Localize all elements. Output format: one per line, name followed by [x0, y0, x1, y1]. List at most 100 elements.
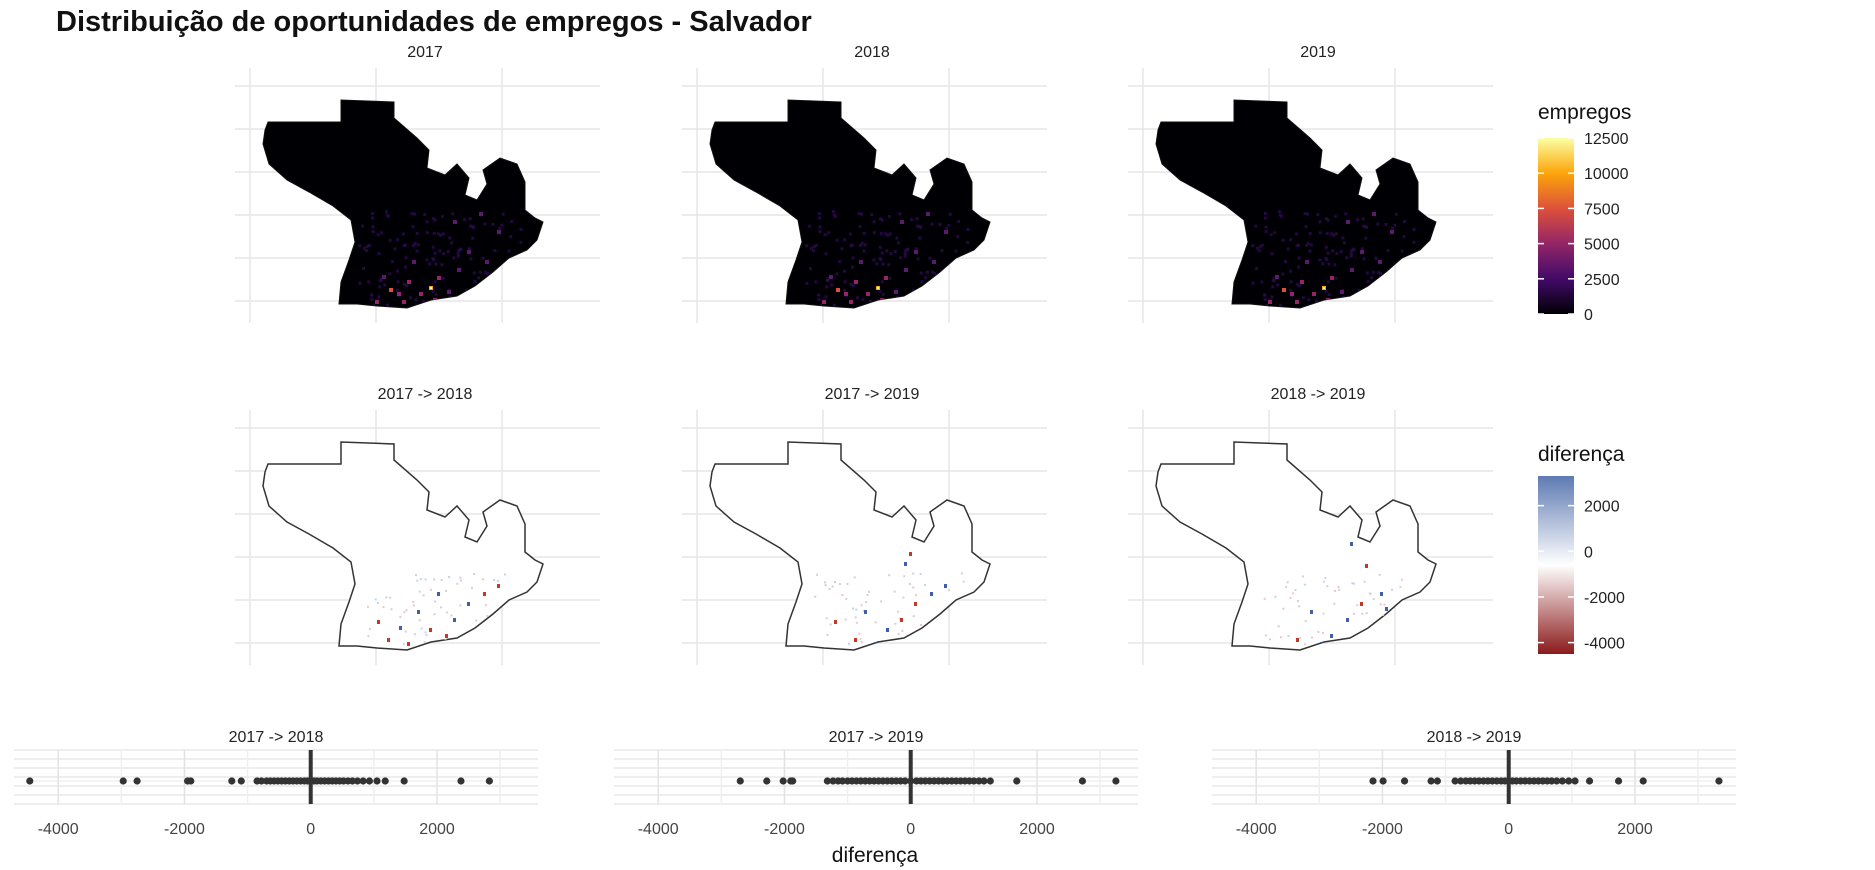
cell — [967, 267, 971, 271]
cell — [405, 609, 408, 612]
data-point — [763, 777, 771, 785]
cell — [966, 240, 970, 244]
cell — [1339, 250, 1343, 254]
cell — [469, 292, 473, 296]
cell — [519, 240, 523, 244]
cell — [436, 304, 440, 308]
cell — [817, 293, 821, 297]
cell — [1306, 241, 1310, 245]
cell — [843, 280, 847, 284]
cell — [967, 258, 971, 262]
cell — [1327, 262, 1331, 266]
cell — [1335, 252, 1339, 256]
cell — [1331, 249, 1335, 253]
data-point — [1400, 777, 1409, 785]
cell — [872, 258, 876, 262]
cell — [389, 596, 392, 599]
cell — [1325, 232, 1329, 236]
data-point — [907, 777, 915, 785]
data-point — [133, 777, 141, 785]
hot-cell — [859, 260, 863, 264]
facet-label: 2018 — [854, 44, 890, 61]
cell — [1375, 627, 1378, 630]
diff-cell — [900, 618, 903, 622]
cell — [1371, 270, 1375, 274]
cell — [938, 277, 942, 281]
cell — [937, 296, 941, 300]
cell — [1401, 627, 1404, 630]
cell — [401, 232, 405, 236]
cell — [434, 600, 437, 603]
cell — [905, 247, 909, 251]
cell — [818, 229, 822, 233]
cell — [1383, 296, 1387, 300]
data-point — [789, 777, 797, 785]
hot-cell — [1390, 230, 1394, 234]
hot-cell — [1290, 292, 1294, 296]
cell — [424, 631, 427, 634]
cell — [431, 257, 435, 261]
cell — [1326, 585, 1329, 588]
cell — [854, 616, 857, 619]
cell — [956, 235, 960, 239]
hot-cell — [1346, 220, 1350, 224]
cell — [1360, 247, 1364, 251]
city-outline — [709, 441, 991, 651]
cell — [1301, 575, 1304, 578]
cell — [433, 280, 437, 284]
cell — [817, 297, 821, 301]
cell — [940, 249, 944, 253]
diff-cell — [445, 634, 448, 638]
data-point — [970, 777, 978, 785]
cell — [1272, 277, 1276, 281]
cell — [1350, 249, 1354, 253]
cell — [1351, 247, 1355, 251]
cell — [1269, 233, 1273, 237]
cell — [903, 251, 907, 255]
cell — [874, 621, 877, 624]
data-point — [1433, 777, 1441, 785]
data-point — [353, 777, 362, 785]
data-point — [1715, 777, 1723, 785]
cell — [428, 262, 432, 266]
legend-title: diferença — [1538, 443, 1625, 466]
cell — [1364, 236, 1368, 240]
cell — [446, 611, 449, 614]
cell — [853, 576, 856, 579]
cell — [1324, 217, 1328, 221]
hot-cell — [1268, 300, 1272, 304]
data-point — [779, 777, 787, 785]
cell — [935, 632, 938, 635]
diff-cell — [930, 592, 933, 596]
cell — [1255, 267, 1259, 271]
cell — [1289, 238, 1293, 242]
cell — [818, 225, 822, 229]
cell — [403, 265, 407, 269]
cell — [957, 602, 960, 605]
cell — [459, 579, 462, 582]
cell — [429, 588, 432, 591]
cell — [1326, 280, 1330, 284]
cell — [816, 573, 819, 576]
cell — [1377, 270, 1381, 274]
cell — [931, 284, 935, 288]
cell — [456, 582, 459, 585]
cell — [872, 231, 876, 235]
cell — [439, 233, 443, 237]
cell — [412, 243, 416, 247]
cell — [391, 260, 395, 264]
cell — [410, 212, 414, 216]
city-map — [1155, 99, 1437, 309]
cell — [433, 578, 436, 581]
cell — [441, 276, 445, 280]
cell — [440, 606, 443, 609]
cell — [438, 249, 442, 253]
cell — [1344, 212, 1348, 216]
cell — [1318, 220, 1322, 224]
cell — [1386, 249, 1390, 253]
cell — [860, 604, 863, 607]
cell — [1289, 596, 1292, 599]
cell — [916, 224, 920, 228]
cell — [1366, 280, 1370, 284]
cell — [365, 249, 369, 253]
